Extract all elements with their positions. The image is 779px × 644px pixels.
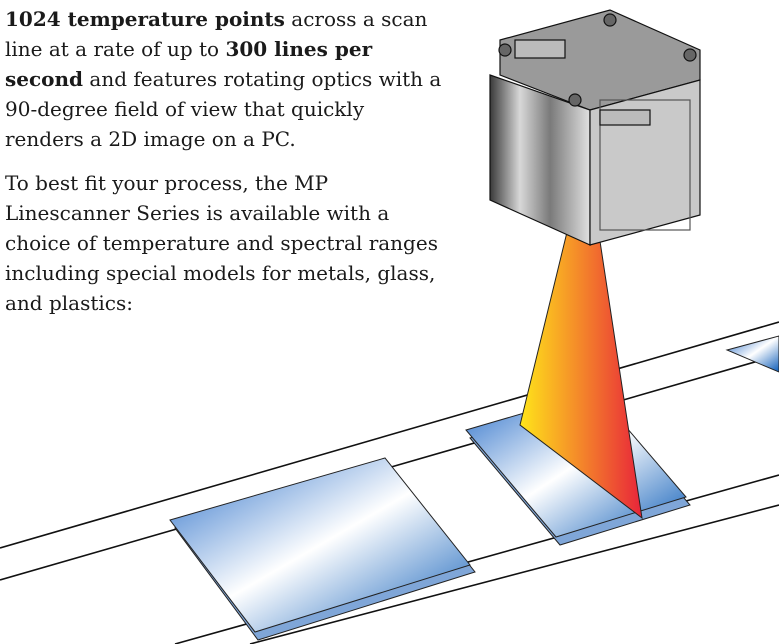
linescanner xyxy=(489,9,701,246)
bold-text: 1024 temperature points xyxy=(5,7,285,31)
plates xyxy=(169,335,779,641)
paragraph: 1024 temperature points across a scan li… xyxy=(5,4,445,154)
paragraph: To best fit your process, the MP Linesca… xyxy=(5,168,445,318)
body-text: 1024 temperature points across a scan li… xyxy=(5,4,445,332)
text: To best fit your process, the MP Linesca… xyxy=(5,171,438,315)
text: across a scan line at a rate of up to xyxy=(5,7,428,61)
bold-text: 300 lines per second xyxy=(5,37,373,91)
text: and features rotating optics with a 90-d… xyxy=(5,67,442,151)
